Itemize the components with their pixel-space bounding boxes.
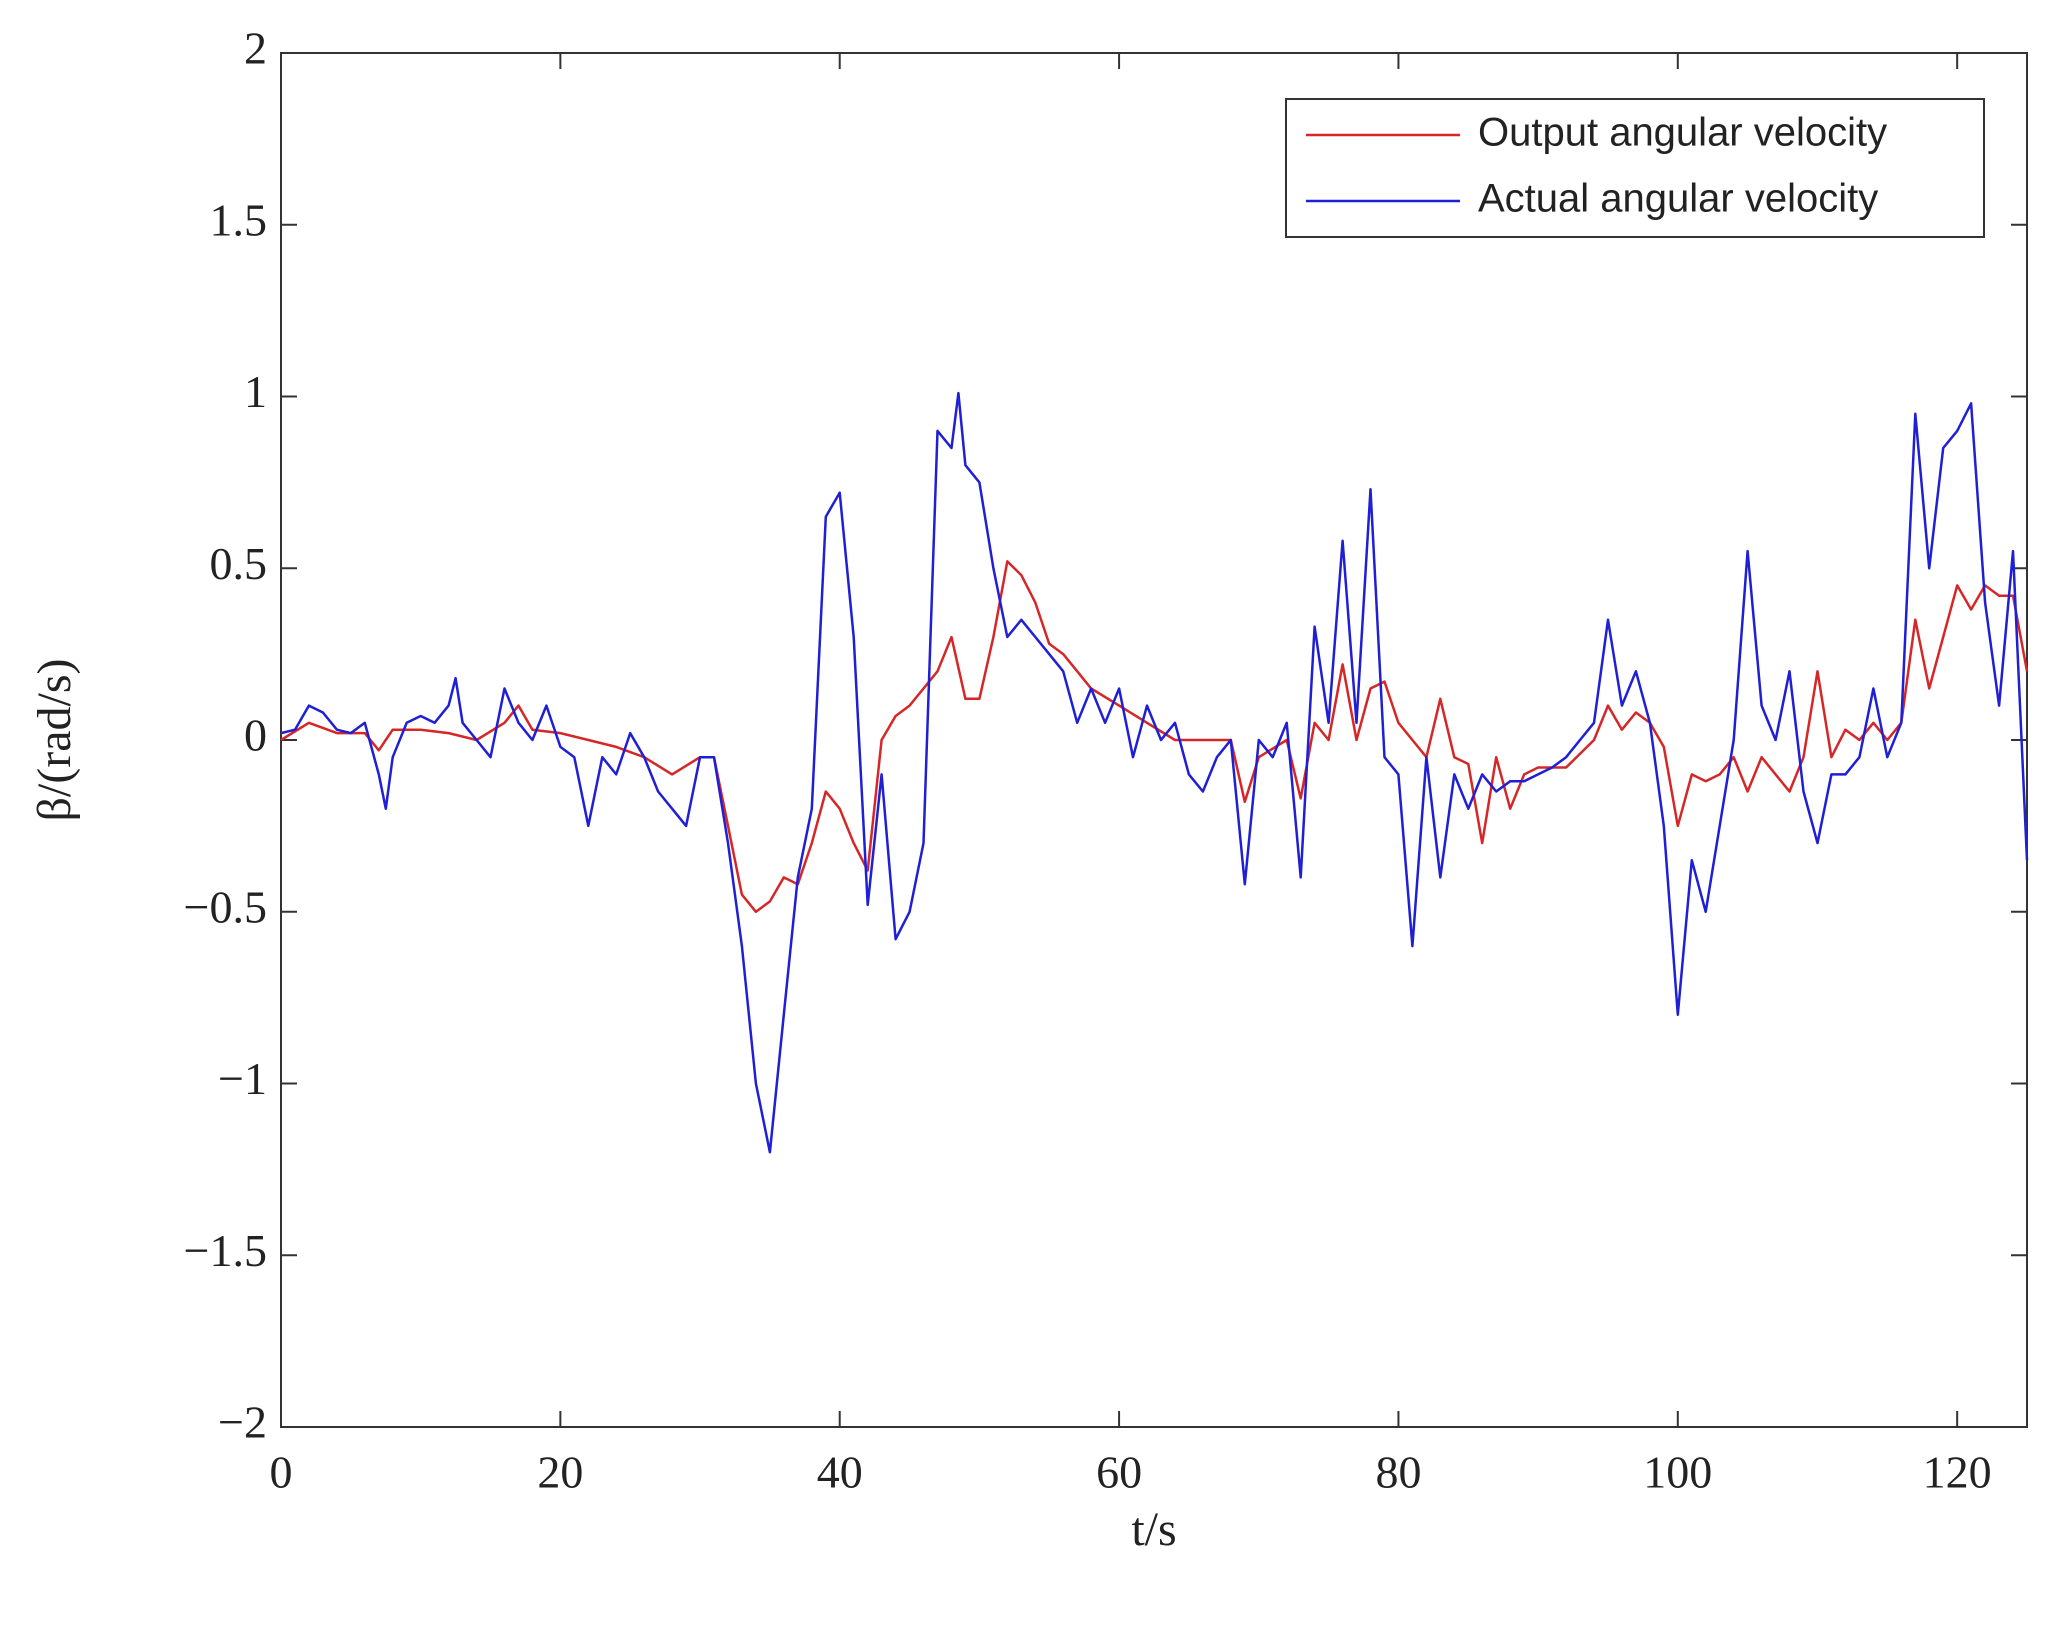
legend: Output angular velocity Actual angular ve… <box>1285 98 1985 238</box>
x-tick-label: 120 <box>1923 1447 1992 1498</box>
legend-box <box>1285 98 1985 238</box>
legend-label: Actual angular velocity <box>1478 177 1878 221</box>
x-tick-label: 80 <box>1375 1447 1421 1498</box>
x-tick-label: 0 <box>270 1447 293 1498</box>
x-axis-label: t/s <box>1131 1503 1176 1556</box>
y-axis-label: β/(rad/s) <box>28 658 81 821</box>
y-tick-label: 0 <box>244 710 267 761</box>
y-tick-label: −0.5 <box>184 881 267 932</box>
y-tick-label: 1.5 <box>210 194 268 245</box>
legend-label: Output angular velocity <box>1478 111 1887 155</box>
x-tick-label: 40 <box>817 1447 863 1498</box>
y-tick-label: −1.5 <box>184 1225 267 1276</box>
y-tick-label: 0.5 <box>210 538 268 589</box>
y-tick-label: 1 <box>244 366 267 417</box>
y-tick-label: 2 <box>244 23 267 74</box>
y-tick-label: −2 <box>218 1397 267 1448</box>
x-tick-label: 60 <box>1096 1447 1142 1498</box>
y-tick-label: −1 <box>218 1053 267 1104</box>
x-tick-label: 100 <box>1643 1447 1712 1498</box>
x-tick-label: 20 <box>537 1447 583 1498</box>
series-line <box>280 391 2029 1154</box>
